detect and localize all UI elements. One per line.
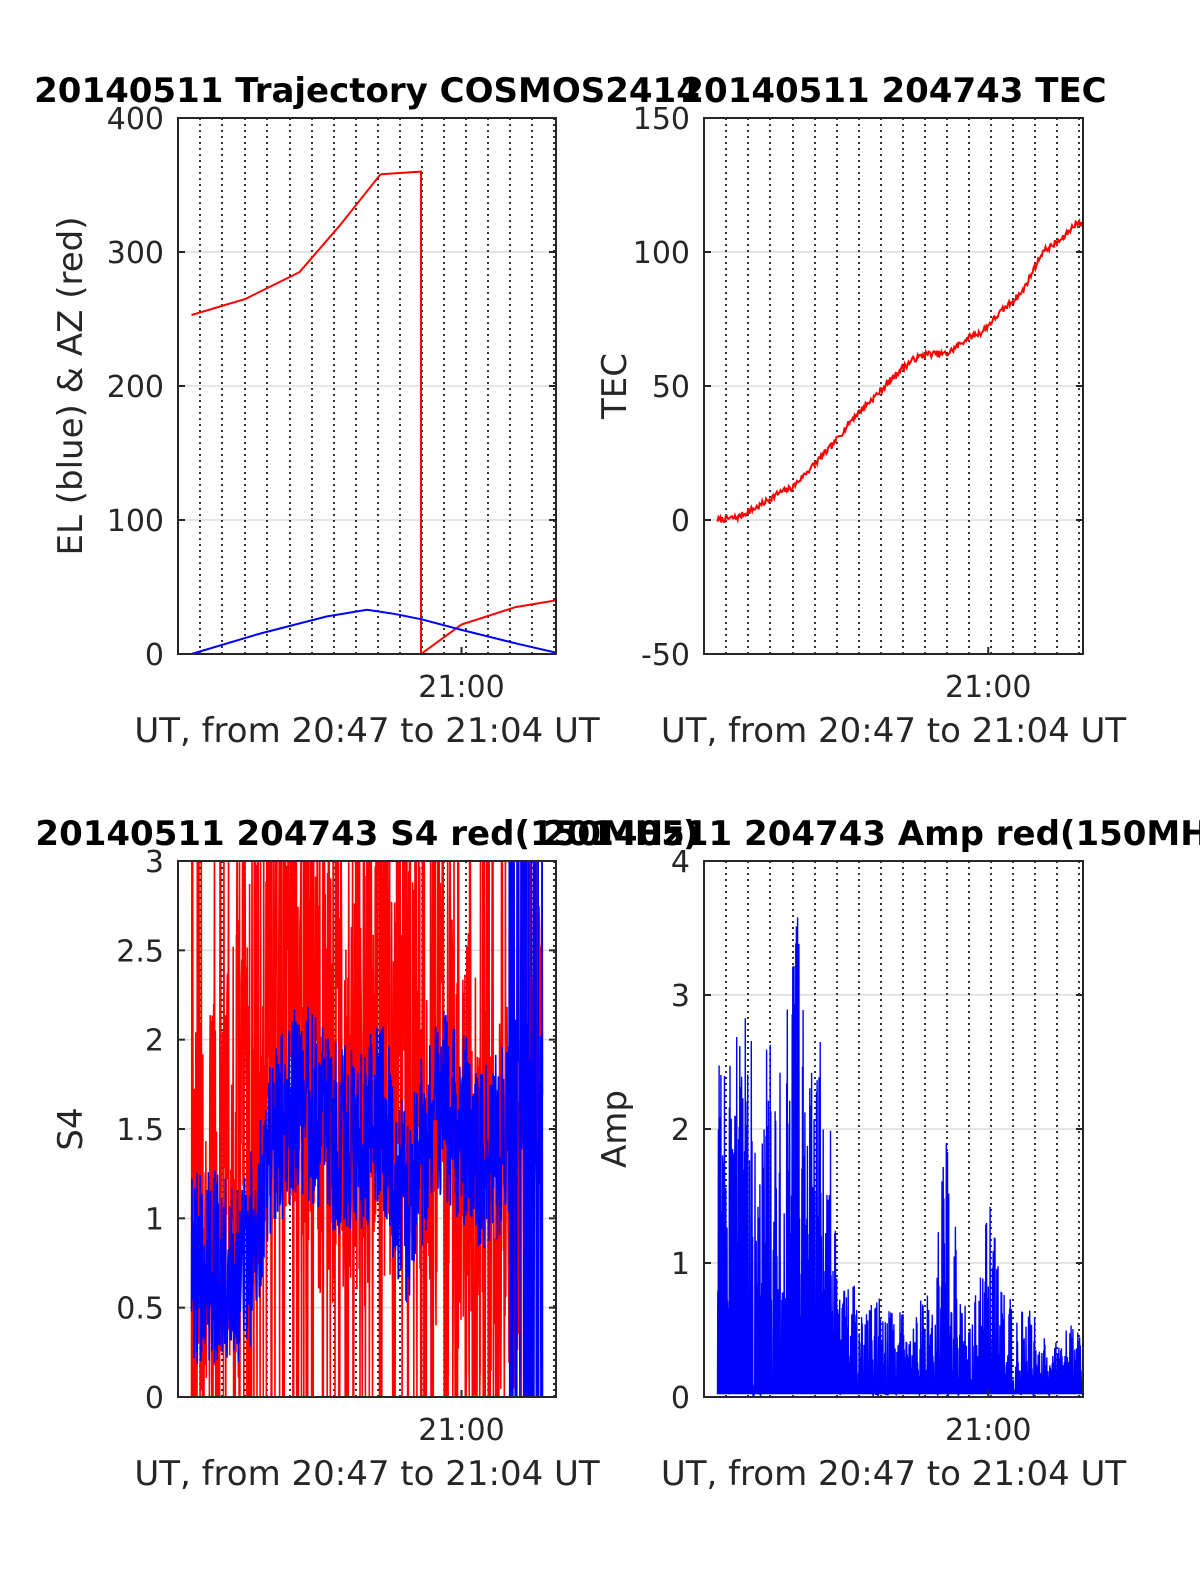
y-tick-label: 4 bbox=[671, 845, 690, 880]
y-tick-label: 50 bbox=[652, 370, 690, 405]
chart-panel-1: 0 100 200 300 400 21:00 20140511 Trajectory CO… bbox=[34, 71, 700, 751]
x-tick-label: 21:00 bbox=[945, 1413, 1031, 1448]
series-line-1 bbox=[191, 170, 556, 654]
y-tick-label: 1 bbox=[145, 1202, 164, 1237]
y-tick-label: 0 bbox=[145, 638, 164, 673]
y-tick-label: 1 bbox=[671, 1247, 690, 1282]
y-tick-label: 1.5 bbox=[116, 1113, 164, 1148]
chart-panel-2: -50 0 50 100 150 21:00 20140511 204743 TEC UT, … bbox=[595, 71, 1126, 751]
chart-panel-3: 0 0.5 1 1.5 2 2.5 3 21:00 20140511 204743 S4 red… bbox=[35, 814, 698, 1494]
y-tick-label: 2 bbox=[145, 1024, 164, 1059]
x-tick-label: 21:00 bbox=[418, 1413, 504, 1448]
y-tick-label: 0 bbox=[671, 504, 690, 539]
y-tick-label: 0 bbox=[145, 1381, 164, 1416]
x-axis-label: UT, from 20:47 to 21:04 UT bbox=[134, 1454, 600, 1494]
series-line-2 bbox=[190, 861, 544, 1397]
y-tick-label: 300 bbox=[107, 236, 164, 271]
chart-panel-4: 0 1 2 3 4 21:00 20140511 204743 Amp red(150MHz… bbox=[543, 814, 1200, 1494]
plot-area bbox=[191, 170, 556, 654]
y-axis-label: TEC bbox=[595, 353, 635, 420]
chart-title: 20140511 204743 Amp red(150MHz) bbox=[543, 814, 1200, 854]
y-tick-label: 3 bbox=[145, 845, 164, 880]
series-line-1 bbox=[716, 218, 1083, 524]
y-axis-label: EL (blue) & AZ (red) bbox=[51, 216, 91, 555]
y-tick-label: 2 bbox=[671, 1113, 690, 1148]
y-tick-label: 3 bbox=[671, 979, 690, 1014]
series-line-2 bbox=[191, 608, 556, 654]
y-tick-label: 0 bbox=[671, 1381, 690, 1416]
y-tick-label: 0.5 bbox=[116, 1292, 164, 1327]
chart-title: 20140511 204743 S4 red(150MHz) bbox=[35, 814, 698, 854]
y-tick-label: 400 bbox=[107, 102, 164, 137]
y-tick-label: 2.5 bbox=[116, 934, 164, 969]
x-axis-label: UT, from 20:47 to 21:04 UT bbox=[661, 1454, 1127, 1494]
y-tick-label: 100 bbox=[633, 236, 690, 271]
y-axis-label: S4 bbox=[51, 1107, 91, 1150]
y-tick-label: 150 bbox=[633, 102, 690, 137]
series-line-2 bbox=[716, 917, 1083, 1397]
x-tick-label: 21:00 bbox=[418, 670, 504, 705]
chart-title: 20140511 Trajectory COSMOS2414 bbox=[34, 71, 700, 111]
y-tick-label: -50 bbox=[641, 638, 690, 673]
y-tick-label: 100 bbox=[107, 504, 164, 539]
plot-area bbox=[190, 861, 544, 1397]
x-tick-label: 21:00 bbox=[945, 670, 1031, 705]
y-tick-label: 200 bbox=[107, 370, 164, 405]
x-axis-label: UT, from 20:47 to 21:04 UT bbox=[134, 711, 600, 751]
x-axis-label: UT, from 20:47 to 21:04 UT bbox=[661, 711, 1127, 751]
y-axis-label: Amp bbox=[595, 1090, 635, 1168]
chart-title: 20140511 204743 TEC bbox=[680, 71, 1106, 111]
plot-area bbox=[716, 218, 1083, 524]
plot-area bbox=[716, 917, 1083, 1397]
